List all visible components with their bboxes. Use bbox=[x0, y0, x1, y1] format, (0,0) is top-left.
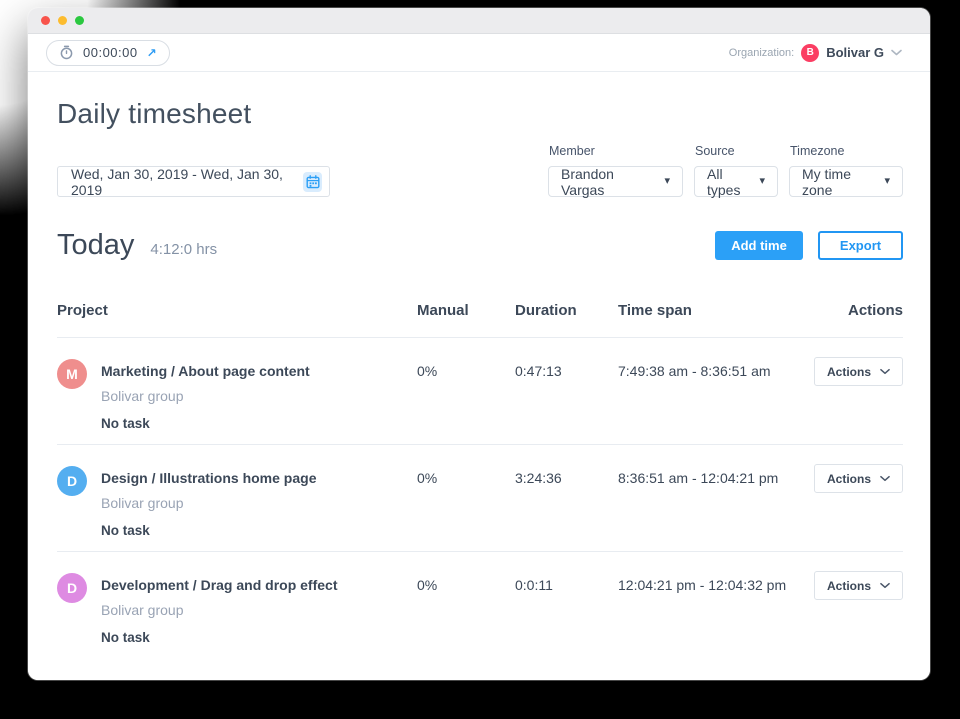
project-task: No task bbox=[101, 416, 150, 431]
project-task: No task bbox=[101, 630, 150, 645]
caret-down-icon: ▾ bbox=[884, 175, 890, 187]
project-avatar: D bbox=[57, 573, 87, 603]
table-header-row: Project Manual Duration Time span Action… bbox=[57, 302, 903, 337]
time-span-value: 8:36:51 am - 12:04:21 pm bbox=[618, 470, 779, 486]
table-row: D Development / Drag and drop effect Bol… bbox=[57, 551, 903, 658]
project-name: Development / Drag and drop effect bbox=[101, 577, 338, 593]
caret-down-icon: ▾ bbox=[664, 175, 670, 187]
member-filter-label: Member bbox=[549, 144, 595, 158]
page-title: Daily timesheet bbox=[57, 98, 252, 129]
main-content: Daily timesheet Wed, Jan 30, 2019 - Wed,… bbox=[28, 72, 930, 680]
project-avatar: M bbox=[57, 359, 87, 389]
time-span-value: 7:49:38 am - 8:36:51 am bbox=[618, 363, 771, 379]
manual-percent: 0% bbox=[417, 470, 438, 486]
filters-group: Member Brandon Vargas ▾ Source All types… bbox=[548, 144, 903, 198]
stopwatch-icon bbox=[59, 45, 74, 60]
row-actions-label: Actions bbox=[826, 364, 871, 379]
filter-timezone: Timezone My time zone ▾ bbox=[789, 144, 903, 198]
minimize-window-button[interactable] bbox=[58, 16, 67, 25]
project-group: Bolivar group bbox=[101, 388, 184, 404]
manual-percent: 0% bbox=[417, 363, 438, 379]
project-group: Bolivar group bbox=[101, 602, 184, 618]
time-span-value: 12:04:21 pm - 12:04:32 pm bbox=[618, 577, 787, 593]
organization-menu[interactable]: Organization: B Bolivar G bbox=[728, 43, 902, 62]
row-actions-button[interactable]: Actions bbox=[813, 464, 903, 493]
member-select-value: Brandon Vargas bbox=[561, 165, 614, 198]
timesheet-table: Project Manual Duration Time span Action… bbox=[57, 302, 903, 658]
browser-window: 00:00:00 ↗ Organization: B Bolivar G Dai… bbox=[28, 8, 930, 680]
duration-value: 0:0:11 bbox=[515, 577, 553, 593]
project-name: Marketing / About page content bbox=[101, 363, 310, 379]
close-window-button[interactable] bbox=[41, 16, 50, 25]
project-group: Bolivar group bbox=[101, 495, 184, 511]
manual-percent: 0% bbox=[417, 577, 438, 593]
project-avatar: D bbox=[57, 466, 87, 496]
col-header-timespan: Time span bbox=[618, 302, 692, 319]
timezone-select-value: My time zone bbox=[802, 165, 851, 198]
duration-value: 3:24:36 bbox=[515, 470, 562, 486]
add-time-button[interactable]: Add time bbox=[715, 231, 803, 260]
day-heading: Today bbox=[57, 229, 135, 261]
timezone-filter-label: Timezone bbox=[790, 144, 845, 158]
source-select[interactable]: All types ▾ bbox=[694, 165, 778, 198]
source-filter-label: Source bbox=[695, 144, 735, 158]
filter-source: Source All types ▾ bbox=[694, 144, 778, 198]
organization-label: Organization: bbox=[728, 46, 795, 59]
open-tracker-icon[interactable]: ↗ bbox=[146, 45, 157, 60]
duration-value: 0:47:13 bbox=[515, 363, 562, 379]
timezone-select[interactable]: My time zone ▾ bbox=[789, 165, 903, 198]
col-header-duration: Duration bbox=[515, 302, 577, 319]
zoom-window-button[interactable] bbox=[75, 16, 84, 25]
export-button[interactable]: Export bbox=[818, 231, 903, 260]
row-actions-label: Actions bbox=[826, 578, 871, 593]
chevron-down-icon bbox=[891, 49, 902, 56]
summary-row: Today 4:12:0 hrs Add time Export bbox=[57, 229, 903, 262]
app-topbar: 00:00:00 ↗ Organization: B Bolivar G bbox=[28, 34, 930, 72]
organization-name: Bolivar G bbox=[826, 45, 884, 60]
project-task: No task bbox=[101, 523, 150, 538]
total-hours: 4:12:0 hrs bbox=[150, 241, 218, 258]
member-select[interactable]: Brandon Vargas ▾ bbox=[548, 165, 683, 198]
macos-titlebar bbox=[28, 8, 930, 34]
col-header-actions: Actions bbox=[847, 302, 903, 319]
filter-row: Wed, Jan 30, 2019 - Wed, Jan 30, 2019 bbox=[57, 144, 903, 198]
row-actions-label: Actions bbox=[826, 471, 871, 486]
row-actions-button[interactable]: Actions bbox=[813, 357, 903, 386]
row-actions-button[interactable]: Actions bbox=[813, 571, 903, 600]
calendar-icon[interactable] bbox=[303, 171, 322, 192]
source-select-value: All types bbox=[707, 165, 741, 198]
organization-avatar: B bbox=[801, 43, 820, 62]
date-range-value: Wed, Jan 30, 2019 - Wed, Jan 30, 2019 bbox=[71, 165, 283, 198]
project-name: Design / Illustrations home page bbox=[101, 470, 317, 486]
filter-member: Member Brandon Vargas ▾ bbox=[548, 144, 683, 198]
col-header-manual: Manual bbox=[417, 302, 469, 319]
table-row: M Marketing / About page content Bolivar… bbox=[57, 337, 903, 444]
date-range-picker[interactable]: Wed, Jan 30, 2019 - Wed, Jan 30, 2019 bbox=[57, 165, 330, 198]
timer-widget[interactable]: 00:00:00 ↗ bbox=[46, 39, 170, 66]
timer-value: 00:00:00 bbox=[83, 45, 138, 60]
caret-down-icon: ▾ bbox=[759, 175, 765, 187]
col-header-project: Project bbox=[57, 302, 108, 319]
table-row: D Design / Illustrations home page Boliv… bbox=[57, 444, 903, 551]
